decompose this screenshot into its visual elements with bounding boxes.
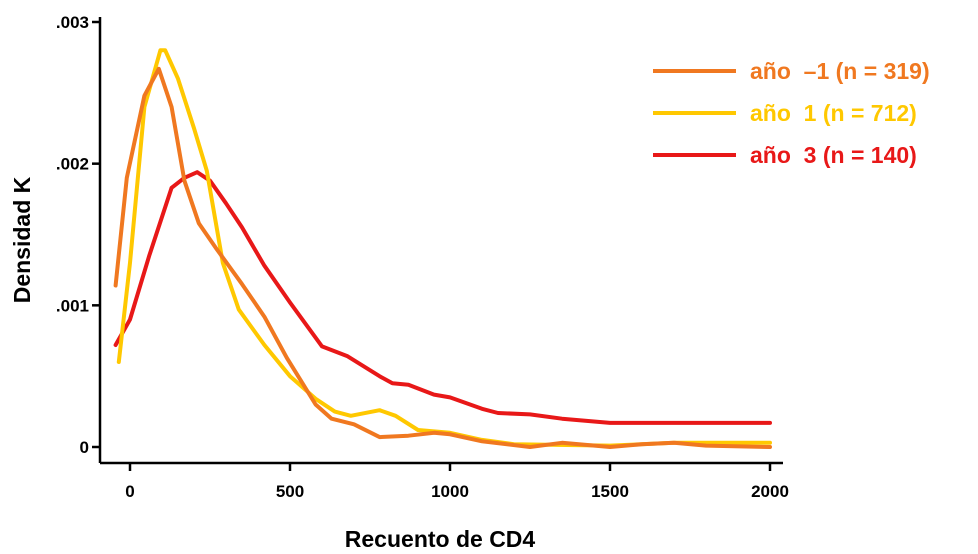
series-line-1	[113, 66, 772, 449]
y-tick-label: 0	[80, 438, 89, 457]
y-tick-label: .003	[56, 13, 89, 32]
legend-label-1: año –1 (n = 319)	[750, 58, 930, 84]
axes	[98, 17, 783, 465]
x-tick-label: 500	[276, 482, 304, 501]
legend-label-2: año 1 (n = 712)	[750, 100, 917, 126]
x-tick-label: 2000	[751, 482, 789, 501]
legend-label-3: año 3 (n = 140)	[750, 142, 917, 168]
x-axis-title: Recuento de CD4	[345, 526, 536, 552]
x-tick-label: 0	[125, 482, 134, 501]
x-tick-label: 1500	[591, 482, 629, 501]
y-axis-title: Densidad K	[9, 176, 35, 303]
x-tick-label: 1000	[431, 482, 469, 501]
series-lines	[113, 48, 772, 449]
legend: año –1 (n = 319) año 1 (n = 712) año 3 (n …	[653, 58, 930, 168]
y-tick-label: .001	[56, 296, 89, 315]
ticks: 0 500 1000 1500 2000 0 .001 .002 .003	[56, 13, 789, 501]
y-tick-label: .002	[56, 155, 89, 174]
